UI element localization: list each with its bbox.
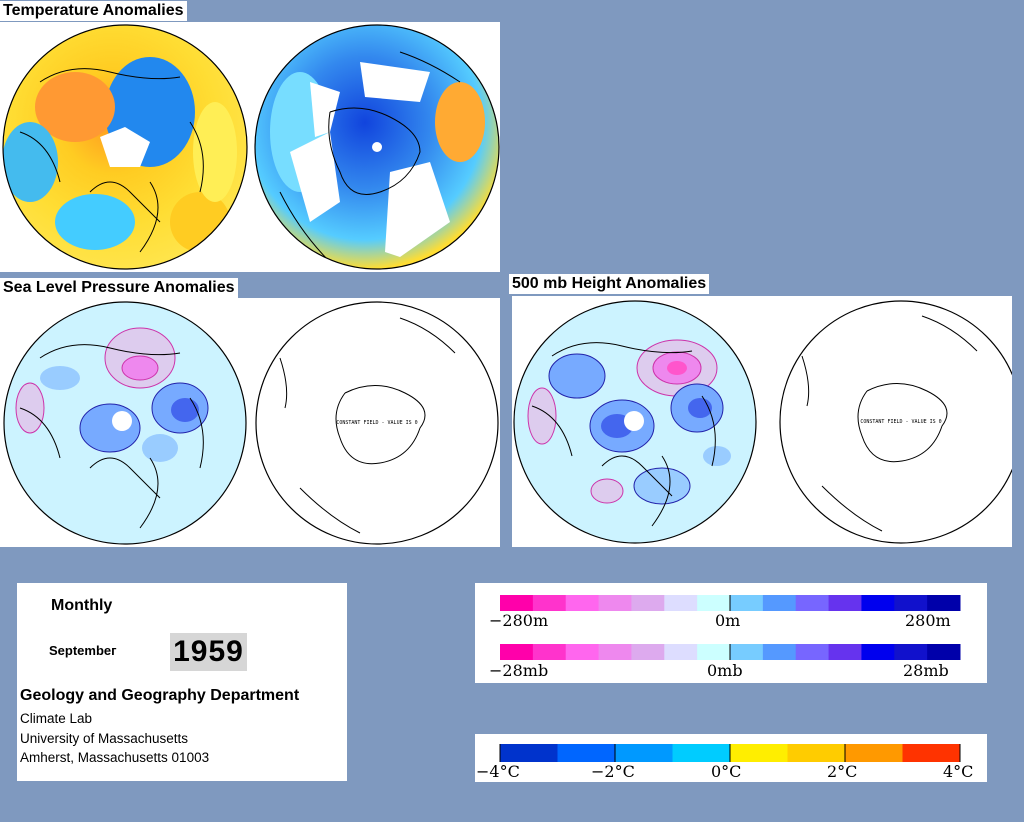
lab-label: Climate Lab: [20, 711, 93, 726]
pressure-scale-swatch: [795, 644, 830, 660]
h500-south-hemisphere: CONSTANT FIELD - VALUE IS 0: [779, 300, 1012, 544]
pressure-scale-swatch: [631, 644, 665, 660]
height-scale-swatch: [927, 595, 961, 611]
height-mid-label: 0m: [715, 611, 741, 630]
info-box: Monthly Septembeг 1959 Geology and Geogr…: [17, 583, 347, 781]
h500-title: 500 mb Height Anomalies: [509, 274, 710, 294]
pressure-mid-label: 0mb: [707, 661, 743, 680]
temp-scale-swatch: [500, 744, 558, 762]
height-scale-swatch: [730, 595, 764, 611]
height-scale-swatch: [861, 595, 895, 611]
height-scale-swatch: [565, 595, 600, 611]
h500-maps: CONSTANT FIELD - VALUE IS 0: [513, 300, 1012, 544]
pressure-scale-swatch: [664, 644, 698, 660]
slp-title: Sea Level Pressure Anomalies: [0, 278, 238, 298]
height-min-label: −280m: [489, 611, 549, 630]
height-scale-swatch: [598, 595, 632, 611]
pressure-scale-swatch: [762, 644, 797, 660]
height-scale-swatch: [664, 595, 698, 611]
anomaly-color-bars: [500, 595, 961, 660]
slp-maps: CONSTANT FIELD - VALUE IS 0: [3, 301, 499, 545]
pressure-scale-swatch: [828, 644, 862, 660]
pressure-scale-swatch: [927, 644, 961, 660]
height-scale-swatch: [894, 595, 928, 611]
temp-scale-swatch: [787, 744, 846, 762]
temp-scale-swatch: [672, 744, 731, 762]
temperature-panel: [0, 22, 500, 272]
temperature-maps: [2, 24, 500, 270]
temp-tick-0: −4°C: [476, 762, 520, 781]
pressure-scale-swatch: [598, 644, 632, 660]
slp-panel: CONSTANT FIELD - VALUE IS 0: [0, 298, 500, 547]
h500-panel: CONSTANT FIELD - VALUE IS 0: [512, 296, 1012, 547]
temperature-south-hemisphere: [255, 25, 499, 269]
temp-scale-swatch: [615, 744, 673, 762]
height-scale-swatch: [762, 595, 797, 611]
temp-tick-2: 0°C: [711, 762, 742, 781]
anomaly-legend: −280m 0m 280m −28mb 0mb 28mb: [475, 583, 987, 683]
temp-scale-swatch: [730, 744, 788, 762]
pressure-scale-swatch: [894, 644, 928, 660]
height-scale-swatch: [631, 595, 665, 611]
pressure-scale-swatch: [500, 644, 534, 660]
slp-north-hemisphere: [4, 302, 246, 544]
pressure-scale-swatch: [565, 644, 600, 660]
temperature-title: Temperature Anomalies: [0, 1, 187, 21]
height-scale-swatch: [828, 595, 862, 611]
department-label: Geology and Geography Department: [20, 687, 300, 704]
h500-constant-note: CONSTANT FIELD - VALUE IS 0: [860, 419, 941, 425]
temp-tick-1: −2°C: [591, 762, 635, 781]
height-scale-swatch: [697, 595, 731, 611]
pressure-min-label: −28mb: [489, 661, 549, 680]
pressure-scale-swatch: [532, 644, 567, 660]
pressure-scale-swatch: [730, 644, 764, 660]
height-scale-swatch: [532, 595, 567, 611]
height-max-label: 280m: [905, 611, 951, 630]
period-label: Monthly: [51, 597, 113, 614]
university-label: University of Massachusetts: [20, 731, 189, 746]
slp-south-hemisphere: CONSTANT FIELD - VALUE IS 0: [255, 301, 499, 545]
month-label: Septembeг: [49, 643, 117, 658]
pressure-scale-swatch: [697, 644, 731, 660]
temp-tick-3: 2°C: [827, 762, 858, 781]
temperature-north-hemisphere: [3, 25, 247, 269]
temp-scale-swatch: [902, 744, 961, 762]
temp-scale-swatch: [557, 744, 616, 762]
year-label: 1959: [170, 633, 247, 671]
slp-constant-note: CONSTANT FIELD - VALUE IS 0: [336, 420, 417, 426]
temperature-legend: −4°C −2°C 0°C 2°C 4°C: [475, 734, 987, 782]
height-scale-swatch: [795, 595, 830, 611]
temperature-color-bar: [499, 744, 961, 762]
temp-scale-swatch: [845, 744, 903, 762]
temp-tick-4: 4°C: [943, 762, 974, 781]
height-scale-swatch: [500, 595, 534, 611]
pressure-max-label: 28mb: [903, 661, 949, 680]
h500-north-hemisphere: [514, 301, 756, 543]
address-label: Amherst, Massachusetts 01003: [20, 750, 210, 765]
pressure-scale-swatch: [861, 644, 895, 660]
